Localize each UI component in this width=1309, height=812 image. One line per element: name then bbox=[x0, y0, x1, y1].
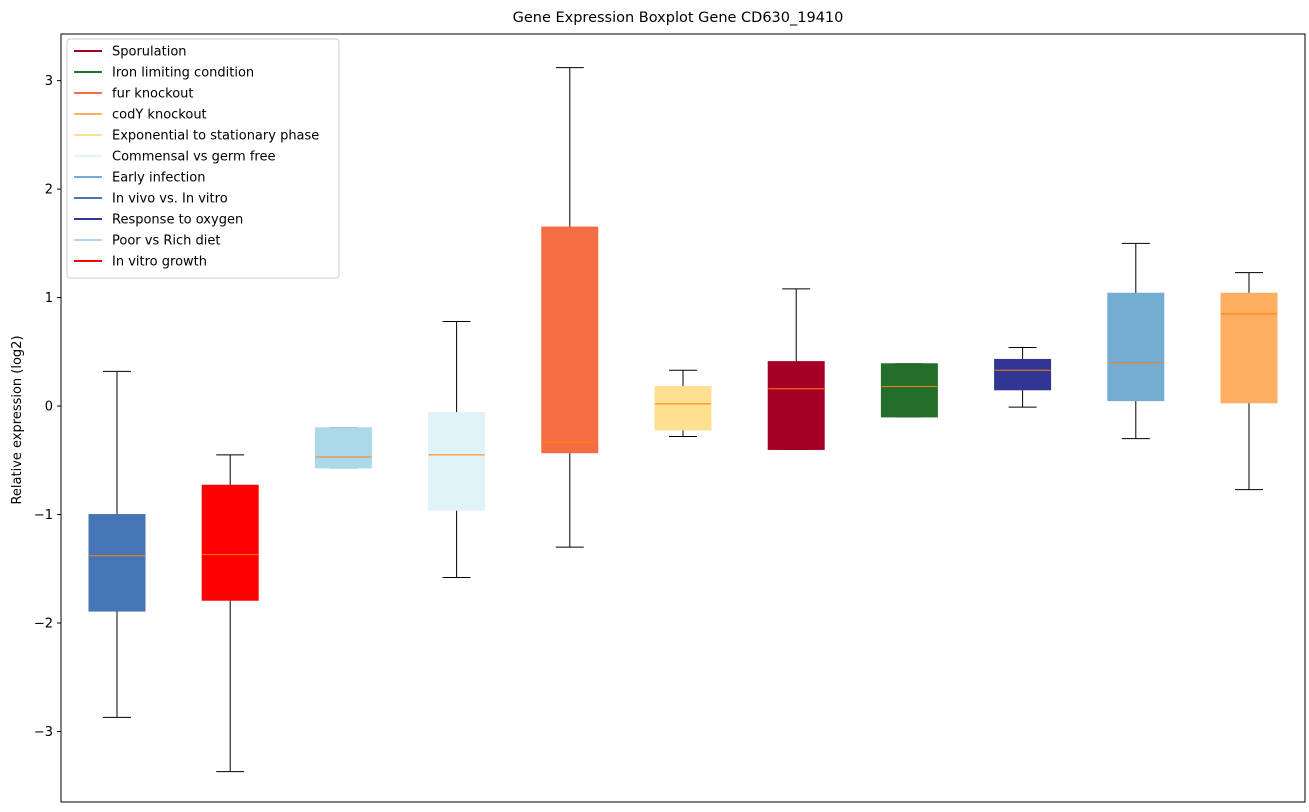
y-axis: −3 −2 −1 0 1 2 3 bbox=[34, 74, 61, 740]
legend-label: In vivo vs. In vitro bbox=[112, 192, 228, 207]
chart-title: Gene Expression Boxplot Gene CD630_19410 bbox=[513, 10, 844, 26]
box-commensal-vs-germ-free bbox=[428, 320, 486, 578]
box-body bbox=[880, 363, 938, 418]
y-tick-label: −1 bbox=[34, 508, 53, 523]
y-tick-label: −3 bbox=[34, 725, 53, 740]
box-body bbox=[1220, 292, 1278, 404]
box-early-infection bbox=[1107, 242, 1165, 440]
box-fur-knockout bbox=[541, 67, 599, 548]
y-axis-label: Relative expression (log2) bbox=[10, 335, 25, 504]
legend-label: In vitro growth bbox=[112, 255, 207, 270]
box-iron-limiting-condition bbox=[880, 363, 938, 418]
legend-label: Early infection bbox=[112, 171, 205, 186]
legend-label: Exponential to stationary phase bbox=[112, 129, 319, 144]
y-tick-label: 3 bbox=[45, 74, 53, 89]
y-tick-label: −2 bbox=[34, 617, 53, 632]
box-response-to-oxygen bbox=[994, 346, 1052, 408]
legend: Sporulation Iron limiting condition fur kn… bbox=[66, 38, 340, 279]
box-poor-vs-rich-diet bbox=[314, 427, 372, 469]
box-body bbox=[767, 361, 825, 450]
box-body bbox=[541, 226, 599, 454]
legend-label: Poor vs Rich diet bbox=[112, 234, 220, 249]
legend-label: Iron limiting condition bbox=[112, 66, 254, 81]
y-tick-label: 0 bbox=[45, 400, 53, 415]
box-in-vivo-vs-in-vitro bbox=[88, 370, 146, 718]
box-body bbox=[654, 386, 712, 431]
box-body bbox=[88, 514, 146, 612]
legend-label: fur knockout bbox=[112, 87, 194, 102]
box-body bbox=[314, 427, 372, 469]
box-body bbox=[994, 358, 1052, 391]
box-sporulation bbox=[767, 288, 825, 450]
boxes-layer bbox=[88, 67, 1278, 773]
box-in-vitro-growth bbox=[201, 454, 259, 773]
box-body bbox=[1107, 292, 1165, 402]
box-exponential-to-stationary-phase bbox=[654, 369, 712, 437]
legend-label: Sporulation bbox=[112, 45, 187, 60]
y-tick-label: 2 bbox=[45, 183, 53, 198]
y-tick-label: 1 bbox=[45, 291, 53, 306]
legend-label: codY knockout bbox=[112, 108, 207, 123]
legend-label: Commensal vs germ free bbox=[112, 150, 275, 165]
box-cody-knockout bbox=[1220, 272, 1278, 491]
legend-label: Response to oxygen bbox=[112, 213, 243, 228]
legend-frame bbox=[66, 38, 340, 279]
box-body bbox=[428, 412, 486, 511]
box-body bbox=[201, 484, 259, 601]
plot-frame bbox=[60, 33, 1306, 803]
